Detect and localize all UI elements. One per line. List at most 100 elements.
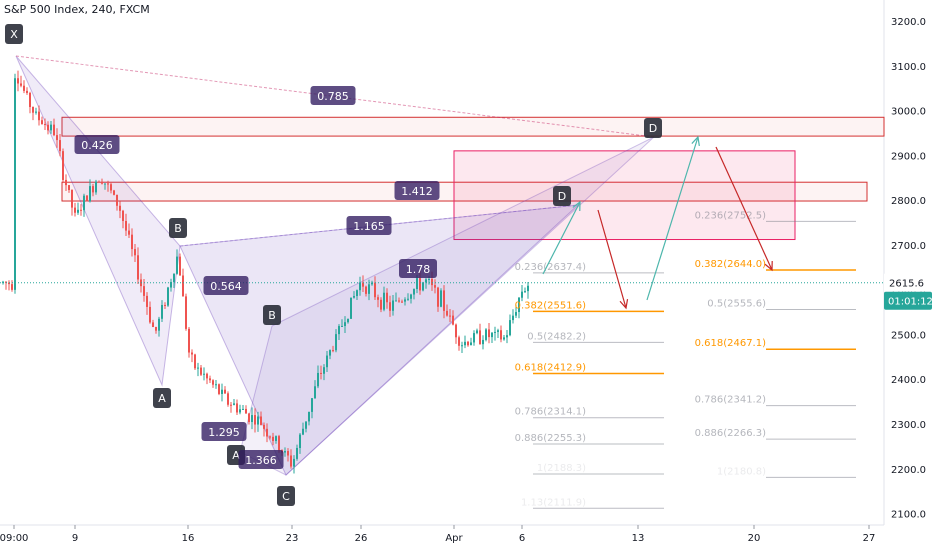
candle-body bbox=[251, 415, 253, 423]
candle-body bbox=[182, 275, 184, 297]
candle-body bbox=[473, 333, 475, 343]
candle-body bbox=[122, 210, 124, 222]
candle-body bbox=[362, 282, 364, 287]
pattern-point-badge bbox=[263, 305, 281, 325]
candle-body bbox=[416, 278, 418, 290]
candle-body bbox=[38, 111, 40, 121]
pattern-point-label: B bbox=[174, 222, 182, 235]
candle-body bbox=[374, 282, 376, 298]
candle-body bbox=[35, 111, 37, 113]
time-tick-label: 6 bbox=[519, 533, 525, 544]
candle-body bbox=[56, 135, 58, 141]
candle-body bbox=[335, 334, 337, 351]
fib-right-level-label: 0.382(2644.0) bbox=[695, 259, 767, 270]
candle-body bbox=[20, 83, 22, 86]
candle-body bbox=[443, 290, 445, 311]
candle-body bbox=[209, 378, 211, 381]
fib-right-level-label: 0.786(2341.2) bbox=[695, 395, 767, 406]
fib-right-level-label: 0.618(2467.1) bbox=[695, 338, 767, 349]
candle-body bbox=[386, 292, 388, 303]
countdown-badge bbox=[884, 291, 932, 310]
candle-body bbox=[314, 386, 316, 399]
candle-body bbox=[482, 339, 484, 345]
candle-body bbox=[89, 186, 91, 202]
candle-body bbox=[29, 92, 31, 107]
candle-body bbox=[200, 367, 202, 375]
candle-body bbox=[212, 380, 214, 385]
time-tick-label: 09:00 bbox=[0, 533, 28, 544]
pattern-ratio-badge bbox=[310, 86, 356, 105]
candle-body bbox=[143, 286, 145, 296]
pattern-ratio-badge bbox=[399, 259, 437, 278]
candle-body bbox=[260, 416, 262, 425]
candle-body bbox=[269, 436, 271, 438]
candle-body bbox=[431, 278, 433, 286]
candle-body bbox=[296, 447, 298, 459]
middle-d-zone bbox=[61, 181, 868, 202]
candle-body bbox=[77, 209, 79, 213]
candle-body bbox=[446, 310, 448, 316]
candle-body bbox=[107, 183, 109, 185]
candle-body bbox=[278, 436, 280, 451]
candle-body bbox=[341, 325, 343, 327]
candle-body bbox=[59, 140, 61, 152]
pattern-point-label: C bbox=[282, 490, 290, 503]
candle-body bbox=[308, 411, 310, 422]
candle-body bbox=[248, 413, 250, 423]
price-tick-label: 2200.0 bbox=[891, 465, 926, 476]
candle-body bbox=[98, 181, 100, 183]
pattern-ratio-badge bbox=[238, 450, 284, 469]
fib-left-level-label: 0.5(2482.2) bbox=[527, 331, 586, 342]
projection-arrow-up-2 bbox=[646, 136, 699, 301]
candle-body bbox=[332, 350, 334, 352]
candle-body bbox=[71, 189, 73, 208]
pattern-ratio-label: 0.426 bbox=[81, 139, 113, 152]
candle-body bbox=[395, 300, 397, 302]
price-tick-label: 2900.0 bbox=[891, 151, 926, 162]
candle-body bbox=[8, 282, 10, 285]
candle-body bbox=[389, 302, 391, 311]
candle-body bbox=[410, 294, 412, 299]
candle-body bbox=[188, 328, 190, 353]
candle-body bbox=[239, 409, 241, 413]
price-tick-label: 2300.0 bbox=[891, 420, 926, 431]
pattern-point-label: D bbox=[649, 122, 657, 135]
candle-body bbox=[434, 285, 436, 288]
time-tick-label: 26 bbox=[355, 533, 368, 544]
candle-body bbox=[317, 372, 319, 387]
fib-left-level-label: 1(2188.3) bbox=[537, 463, 586, 474]
candle-body bbox=[206, 373, 208, 379]
candle-body bbox=[500, 330, 502, 340]
candle-body bbox=[128, 230, 130, 235]
candle-body bbox=[401, 301, 403, 303]
countdown-label: 01:01:12 bbox=[888, 297, 932, 308]
candle-body bbox=[221, 389, 223, 394]
pattern-ratio-label: 0.564 bbox=[210, 280, 242, 293]
candle-body bbox=[503, 337, 505, 340]
candle-body bbox=[236, 403, 238, 413]
pattern-point-label: D bbox=[558, 190, 566, 203]
candle-body bbox=[215, 384, 217, 386]
candle-body bbox=[254, 415, 256, 425]
candle-body bbox=[422, 282, 424, 291]
candle-body bbox=[176, 256, 178, 274]
candle-body bbox=[155, 326, 157, 331]
candle-body bbox=[398, 300, 400, 302]
candle-body bbox=[65, 179, 67, 186]
pattern-point-label: A bbox=[232, 449, 240, 462]
candle-body bbox=[47, 124, 49, 131]
candle-body bbox=[161, 304, 163, 319]
pattern-point-badge bbox=[153, 388, 171, 408]
time-tick-label: 13 bbox=[632, 533, 645, 544]
pattern-point-label: A bbox=[158, 392, 166, 405]
candle-body bbox=[344, 322, 346, 326]
candle-body bbox=[413, 289, 415, 295]
candle-body bbox=[506, 335, 508, 338]
candle-body bbox=[131, 234, 133, 250]
time-tick-label: 27 bbox=[863, 533, 876, 544]
candle-body bbox=[419, 278, 421, 291]
candle-body bbox=[347, 318, 349, 323]
price-tick-label: 2800.0 bbox=[891, 196, 926, 207]
